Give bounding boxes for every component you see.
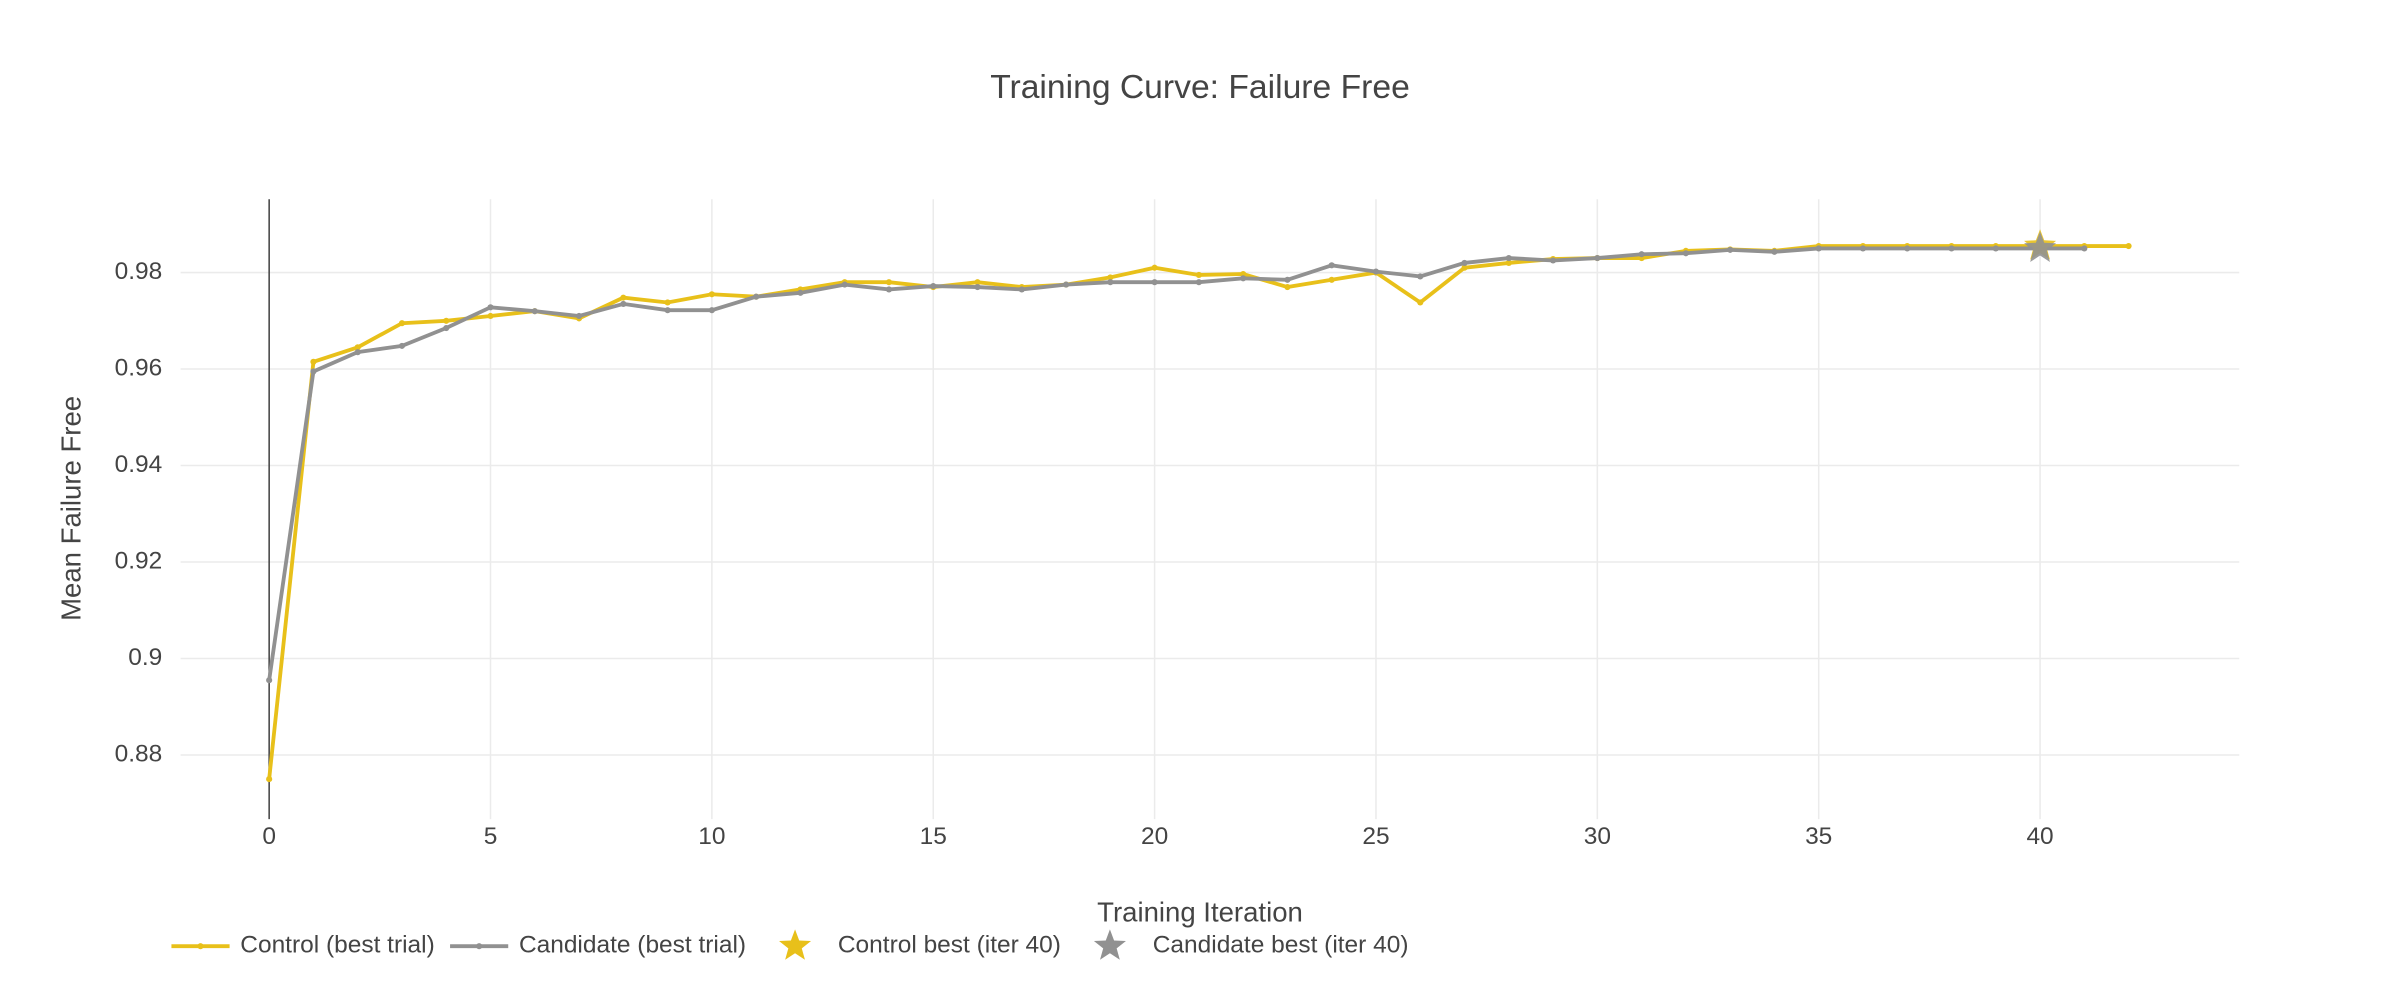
- point: [1240, 270, 1247, 278]
- legend-star: [779, 929, 812, 960]
- x-tick-label: 30: [1584, 823, 1611, 850]
- point: [443, 324, 450, 332]
- point: [664, 299, 671, 306]
- point: [797, 289, 804, 296]
- point: [1417, 273, 1424, 280]
- y-tick-label: 0.98: [115, 258, 163, 285]
- point: [1948, 245, 1955, 252]
- point: [398, 320, 406, 327]
- point: [1195, 279, 1202, 286]
- y-axis-label: Mean Failure Free: [56, 396, 87, 621]
- point: [930, 283, 937, 290]
- y-tick-label: 0.92: [115, 547, 163, 574]
- point: [974, 279, 981, 286]
- point: [708, 291, 715, 298]
- point: [1151, 264, 1158, 271]
- legend-star: [1093, 929, 1126, 960]
- point: [487, 304, 494, 311]
- point: [398, 342, 406, 349]
- point: [1727, 246, 1734, 253]
- point: [1195, 271, 1202, 279]
- point: [708, 307, 715, 314]
- point: [1240, 275, 1247, 282]
- point: [1771, 248, 1778, 255]
- y-tick-label: 0.96: [115, 355, 163, 382]
- y-tick-label: 0.9: [128, 644, 162, 671]
- x-tick-label: 5: [484, 823, 498, 850]
- point: [885, 286, 893, 293]
- x-tick-label: 40: [2026, 823, 2053, 850]
- point: [974, 283, 981, 291]
- point: [1018, 286, 1025, 293]
- point: [1461, 264, 1468, 271]
- point: [885, 279, 893, 286]
- point: [266, 776, 273, 783]
- y-tick-label: 0.88: [115, 740, 163, 767]
- point: [1284, 276, 1291, 283]
- point: [1815, 245, 1822, 252]
- point: [1284, 283, 1291, 291]
- chart-title: Training Curve: Failure Free: [990, 69, 1410, 106]
- point: [2081, 245, 2088, 252]
- legend-label: Candidate (best trial): [519, 932, 746, 959]
- point: [620, 300, 627, 307]
- point: [1372, 268, 1380, 275]
- point: [2125, 242, 2132, 250]
- legend-label: Control (best trial): [240, 932, 434, 959]
- point: [1063, 281, 1070, 288]
- point: [1682, 250, 1689, 257]
- x-tick-label: 20: [1141, 823, 1168, 850]
- legend-swatch-dot: [197, 943, 204, 950]
- point: [1594, 255, 1601, 262]
- point: [354, 349, 361, 356]
- point: [1505, 255, 1512, 262]
- point: [664, 307, 671, 314]
- point: [1328, 276, 1335, 283]
- legend-label: Control best (iter 40): [838, 932, 1061, 959]
- point: [1859, 245, 1867, 252]
- series-line: [267, 246, 2085, 681]
- x-axis-label: Training Iteration: [1097, 896, 1303, 927]
- point: [753, 293, 760, 300]
- x-tick-label: 25: [1362, 823, 1389, 850]
- point: [443, 317, 450, 324]
- point: [354, 344, 361, 351]
- point: [1107, 279, 1114, 286]
- point: [1550, 257, 1557, 264]
- point: [531, 308, 538, 315]
- x-tick-label: 0: [262, 823, 276, 850]
- point: [620, 294, 627, 301]
- point: [1107, 274, 1114, 281]
- point: [1904, 245, 1911, 252]
- point: [310, 358, 317, 365]
- point: [310, 368, 317, 375]
- x-tick-label: 10: [698, 823, 725, 850]
- point: [841, 281, 848, 288]
- legend-label: Candidate best (iter 40): [1153, 932, 1409, 959]
- series-line: [267, 244, 2129, 780]
- legend-swatch-dot: [476, 943, 483, 950]
- y-tick-label: 0.94: [115, 451, 163, 478]
- point: [1992, 245, 1999, 252]
- x-tick-label: 15: [920, 823, 947, 850]
- point: [1328, 262, 1335, 269]
- point: [1151, 279, 1158, 286]
- point: [576, 312, 583, 320]
- x-tick-label: 35: [1805, 823, 1832, 850]
- point: [487, 312, 494, 320]
- point: [1505, 259, 1512, 266]
- point: [1638, 251, 1645, 258]
- best-star: [2024, 231, 2057, 263]
- point: [1461, 259, 1468, 266]
- point: [266, 677, 273, 684]
- point: [1417, 299, 1424, 306]
